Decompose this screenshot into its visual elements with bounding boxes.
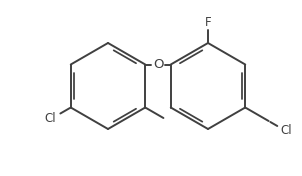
Text: O: O — [153, 58, 163, 71]
Text: F: F — [205, 15, 211, 29]
Text: Cl: Cl — [280, 124, 292, 137]
Text: Cl: Cl — [44, 112, 56, 125]
